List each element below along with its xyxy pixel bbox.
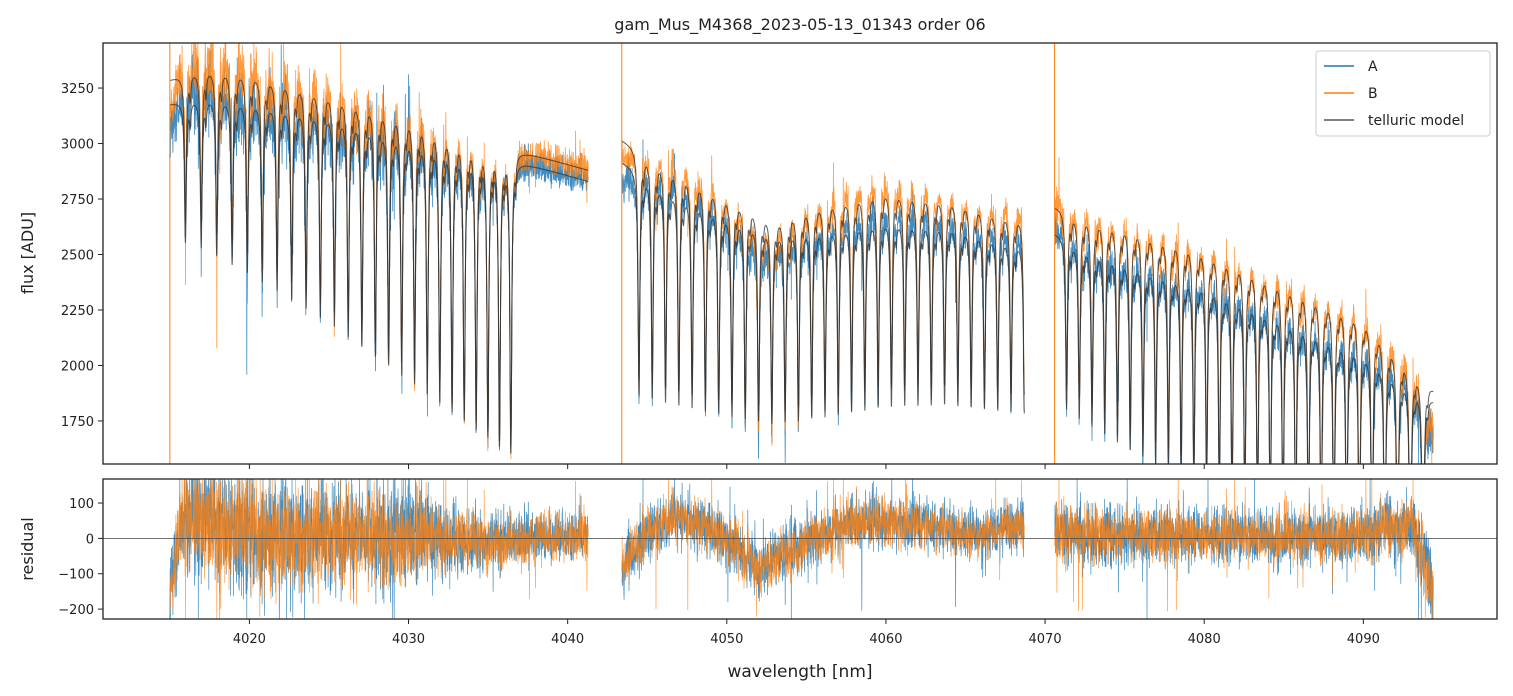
flux-y-tick-label: 2250 (61, 304, 94, 319)
flux-y-tick-label: 3000 (61, 138, 94, 153)
series-b-residual-line (1054, 479, 1434, 619)
flux-y-tick-label: 3250 (61, 82, 94, 97)
x-tick-label: 4040 (551, 632, 584, 647)
series-b-flux-line (169, 43, 589, 460)
flux-y-tick-label: 1750 (61, 415, 94, 430)
x-tick-label: 4070 (1029, 632, 1062, 647)
residual-ylabel: residual (18, 517, 37, 580)
telluric-model-b-line (169, 76, 589, 448)
telluric-model-b-line (621, 140, 1025, 415)
x-tick-label: 4020 (233, 632, 266, 647)
legend-label-a: A (1368, 59, 1378, 75)
x-tick-label: 4080 (1188, 632, 1221, 647)
telluric-model-a-line (169, 104, 589, 454)
legend-label-b: B (1368, 86, 1378, 102)
residual-y-tick-label: −100 (58, 568, 94, 583)
x-tick-label: 4060 (869, 632, 902, 647)
residual-y-tick-label: −200 (58, 603, 94, 618)
legend-box (1315, 50, 1491, 137)
series-b-residual-line (621, 479, 1025, 617)
series-b-residual-line (169, 479, 589, 619)
x-axis-label: wavelength [nm] (727, 662, 872, 682)
x-tick-label: 4030 (392, 632, 425, 647)
residual-y-tick-label: 0 (86, 532, 94, 547)
legend: A B telluric model (1315, 50, 1491, 137)
residual-plot-area (103, 479, 1497, 619)
legend-label-model: telluric model (1368, 113, 1464, 129)
flux-y-tick-label: 2500 (61, 248, 94, 263)
flux-plot-area (169, 43, 1434, 464)
residual-axes-frame (102, 478, 1498, 620)
x-tick-label: 4090 (1347, 632, 1380, 647)
flux-y-tick-label: 2000 (61, 359, 94, 374)
flux-y-tick-label: 2750 (61, 193, 94, 208)
series-a-residual-line (621, 479, 1025, 619)
flux-axes-frame (102, 42, 1498, 465)
chart-title: gam_Mus_M4368_2023-05-13_01343 order 06 (614, 15, 985, 35)
flux-ylabel: flux [ADU] (18, 212, 37, 294)
telluric-model-b-line (1054, 207, 1434, 464)
residual-y-tick-label: 100 (69, 497, 94, 512)
x-tick-label: 4050 (710, 632, 743, 647)
